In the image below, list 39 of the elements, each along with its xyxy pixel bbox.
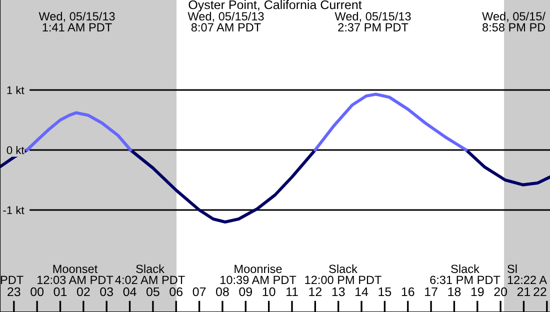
x-tick-label: 07 [192, 287, 206, 296]
annotation: Wed, 05/15/13 1:41 AM PDT [38, 12, 115, 32]
x-tick-label: 05 [146, 287, 160, 296]
annotation: Slack 6:31 PM PDT [430, 264, 500, 284]
x-tick-label: 21 [517, 287, 530, 296]
annotation: Wed, 05/15/13 8:07 AM PDT [188, 12, 264, 32]
y-tick-label: 1 kt [7, 86, 24, 94]
x-tick-label: 06 [170, 287, 183, 296]
x-tick-label: 04 [123, 287, 136, 296]
x-tick-label: 19 [471, 287, 484, 296]
x-tick-label: 08 [216, 287, 229, 296]
x-tick-label: 22 [534, 287, 546, 296]
x-tick-label: 15 [378, 287, 392, 296]
x-tick-label: 11 [286, 287, 298, 296]
x-tick-label: 02 [76, 287, 90, 296]
chart-title: Oyster Point, California Current [188, 0, 362, 12]
annotation: Wed, 05/15/13 2:37 PM PDT [334, 12, 411, 32]
x-tick-label: 16 [402, 287, 414, 296]
annotation: Slack 4:02 AM PDT [115, 264, 185, 284]
x-tick-label: 12 [309, 287, 322, 296]
y-tick-label: -1 kt [3, 206, 24, 214]
x-tick-label: 10 [262, 287, 276, 296]
annotation: Moonset 12:03 AM PDT [38, 264, 114, 284]
x-tick-label: 20 [494, 287, 508, 296]
x-tick-label: 00 [30, 287, 44, 296]
annotation: Slack 12:00 PM PDT [305, 264, 382, 284]
y-tick-label: 0 kt [6, 146, 24, 154]
x-tick-label: 13 [332, 287, 345, 296]
x-tick-label: 17 [425, 287, 438, 296]
x-tick-label: 18 [448, 287, 461, 296]
x-tick-label: 03 [100, 287, 114, 296]
annotation: Sl 12:22 A [508, 264, 548, 284]
x-tick-label: 01 [54, 287, 67, 296]
x-tick-label: 14 [356, 287, 368, 296]
annotation: PDT [0, 276, 24, 284]
annotation: Wed, 05/15/ 8:58 PM PD [482, 12, 546, 32]
x-tick-label: 09 [239, 287, 252, 296]
annotation: Moonrise 10:39 AM PDT [220, 264, 296, 284]
x-tick-label: 23 [8, 287, 20, 296]
